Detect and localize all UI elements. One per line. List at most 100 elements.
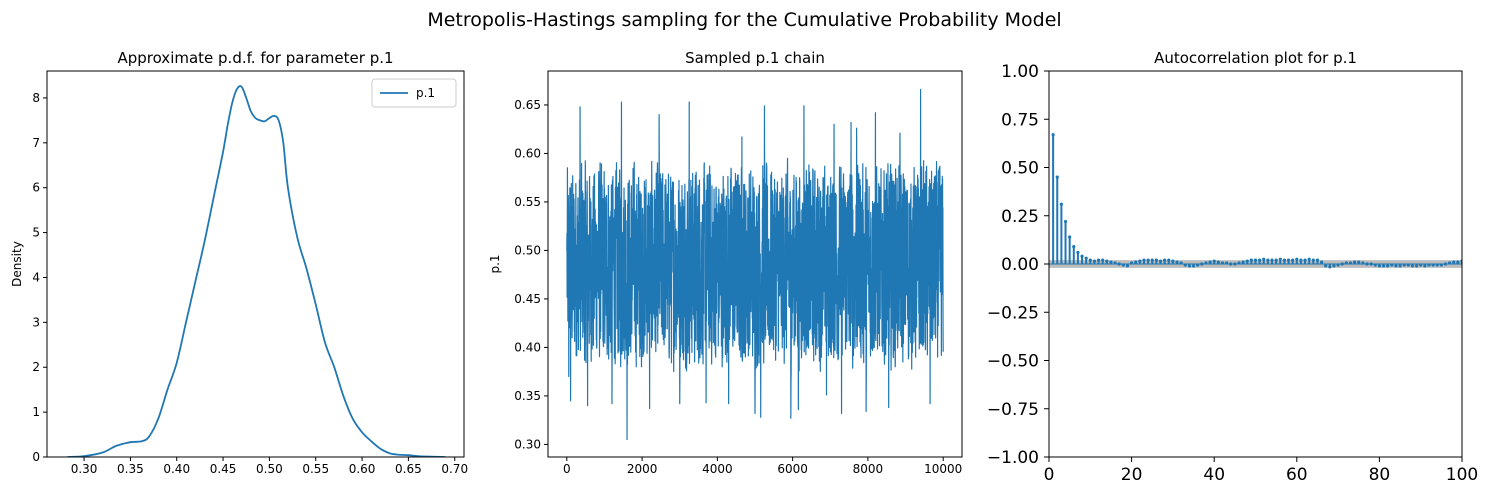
y-tick-label: 0: [32, 450, 40, 464]
acf-point: [1361, 261, 1365, 265]
x-tick-label: 100: [1446, 465, 1478, 485]
acf-point: [1365, 262, 1369, 266]
acf-point: [1282, 258, 1287, 262]
acf-point: [1381, 264, 1386, 268]
acf-point: [1245, 259, 1249, 263]
acf-point: [1063, 219, 1068, 224]
acf-point: [1191, 264, 1196, 268]
legend-label-p1: p.1: [416, 86, 435, 100]
acf-point: [1142, 258, 1146, 262]
acf-point: [1344, 261, 1348, 265]
acf-point: [1266, 258, 1270, 262]
acf-point: [1369, 262, 1373, 266]
acf-point: [1220, 261, 1225, 265]
y-tick-label: 0.40: [514, 340, 541, 354]
legend: p.1: [371, 78, 457, 108]
acf-point: [1270, 258, 1274, 262]
acf-point: [1278, 257, 1282, 261]
acf-point: [1076, 250, 1080, 255]
acf-point: [1158, 259, 1163, 263]
acf-point: [1080, 254, 1084, 258]
acf-point: [1299, 258, 1303, 262]
acf-point: [1328, 265, 1332, 269]
x-tick-label: 0.30: [71, 462, 98, 476]
acf-point: [1175, 260, 1179, 264]
acf-point: [1348, 261, 1353, 265]
acf-point: [1200, 262, 1204, 266]
acf-point: [1295, 257, 1299, 261]
acf-point: [1224, 261, 1229, 265]
y-tick-label: −0.75: [987, 400, 1039, 420]
acf-point: [1179, 261, 1183, 265]
y-tick-label: 0.50: [514, 243, 541, 257]
y-tick-label: 7: [32, 136, 40, 150]
acf-point: [1332, 264, 1336, 268]
acf-point: [1212, 259, 1216, 263]
acf-point: [1051, 133, 1055, 137]
acf-point: [1183, 263, 1187, 267]
acf-point: [1456, 260, 1460, 264]
y-axis-label: p.1: [488, 254, 502, 273]
acf-point: [1419, 263, 1423, 267]
acf-point: [1427, 263, 1431, 267]
acf-point: [1406, 263, 1410, 267]
y-tick-label: 0.75: [1001, 110, 1039, 130]
acf-point: [1340, 262, 1344, 266]
axes-frame: [46, 70, 465, 458]
y-tick-label: 8: [32, 91, 40, 105]
y-tick-label: 0.25: [1001, 207, 1039, 227]
acf-point: [1262, 257, 1266, 261]
acf-point: [1096, 258, 1101, 262]
acf-point: [1311, 258, 1315, 262]
x-tick-label: 0: [563, 462, 571, 476]
axes-frame: [547, 70, 963, 458]
plot-area: [67, 85, 446, 457]
acf-point: [1373, 263, 1377, 267]
x-tick-label: 0.40: [163, 462, 190, 476]
y-tick-label: 0.55: [514, 195, 541, 209]
acf-point: [1286, 258, 1291, 262]
x-tick-label: 0.70: [441, 462, 468, 476]
y-tick-label: 0.30: [514, 437, 541, 451]
acf-point: [1249, 258, 1253, 262]
x-tick-label: 4000: [702, 462, 733, 476]
acf-point: [1105, 259, 1109, 263]
x-tick-label: 0.35: [117, 462, 144, 476]
x-tick-label: 0.50: [256, 462, 283, 476]
panel-title: Autocorrelation plot for p.1: [1154, 49, 1357, 67]
acf-point: [1216, 260, 1220, 264]
acf-point: [1241, 260, 1245, 264]
acf-point: [1443, 262, 1448, 266]
y-tick-label: 3: [32, 315, 40, 329]
acf-point: [1154, 258, 1158, 262]
acf-point: [1125, 264, 1130, 268]
acf-point: [1431, 263, 1435, 267]
acf-point: [1423, 264, 1427, 268]
acf-point: [1448, 261, 1452, 265]
y-tick-label: 0.00: [1001, 255, 1039, 275]
panel-3: Autocorrelation plot for p.1 0 20 40 60 80 100…: [987, 49, 1478, 485]
acf-point: [1439, 263, 1443, 267]
y-tick-label: 0.60: [514, 146, 541, 160]
y-tick-label: −1.00: [987, 448, 1039, 468]
x-tick-label: 10000: [924, 462, 962, 476]
x-tick-label: 0.45: [210, 462, 237, 476]
acf-point: [1117, 262, 1121, 266]
legend-frame: [371, 78, 457, 108]
x-tick-label: 80: [1369, 465, 1391, 485]
panel-1: Approximate p.d.f. for parameter p.1 p.1 0…: [10, 49, 468, 476]
y-tick-label: 2: [32, 360, 40, 374]
panel-2: Sampled p.1 chain 0 2000 4000 6000 8000 10000 0…: [488, 49, 963, 476]
plot-area: [566, 88, 944, 441]
acf-point: [1315, 258, 1320, 262]
acf-point: [1088, 258, 1092, 262]
acf-point: [1291, 258, 1295, 262]
acf-point: [1414, 264, 1419, 268]
acf-point: [1171, 259, 1175, 263]
acf-point: [1353, 260, 1357, 264]
y-tick-label: −0.25: [987, 303, 1039, 323]
acf-point: [1229, 262, 1233, 266]
acf-point: [1237, 261, 1241, 265]
y-tick-label: 0.65: [514, 98, 541, 112]
